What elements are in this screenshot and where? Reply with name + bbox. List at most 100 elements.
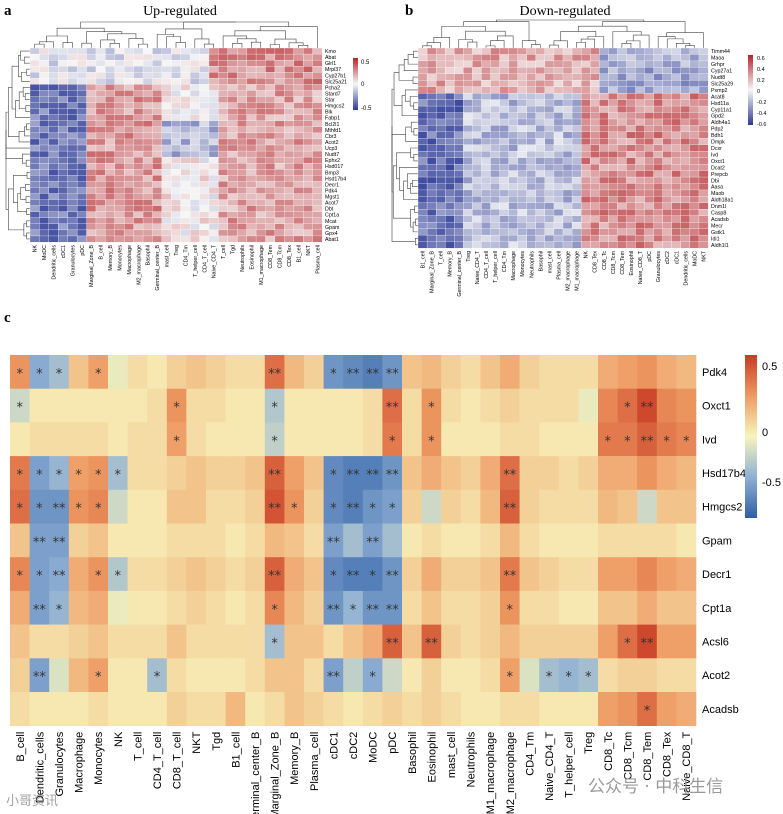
- heatmap-cell: [454, 86, 464, 94]
- heatmap-cell: [49, 489, 70, 524]
- heatmap-cell: [142, 120, 153, 128]
- heatmap-cell: [95, 163, 106, 170]
- heatmap-cell: [124, 229, 134, 237]
- heatmap-cell: [189, 114, 200, 122]
- heatmap-cell: [626, 189, 636, 197]
- heatmap-cell: [58, 72, 69, 79]
- heatmap-cell: [635, 222, 645, 229]
- heatmap-cell: [227, 144, 238, 152]
- heatmap-cell: [441, 624, 462, 659]
- heatmap-cell: [284, 388, 305, 423]
- heatmap-cell: [662, 196, 673, 204]
- row-label: Kmo: [325, 49, 336, 55]
- dendrogram-branch: [405, 126, 418, 142]
- heatmap-cell: [88, 557, 109, 592]
- dendrogram-branch: [412, 76, 418, 84]
- row-label: Pcha2: [325, 85, 340, 91]
- row-label: Dmpk: [711, 140, 725, 146]
- heatmap-cell: [293, 223, 304, 231]
- heatmap-cell: [142, 72, 153, 79]
- heatmap-cell: [590, 151, 600, 159]
- heatmap-cell: [166, 422, 187, 457]
- panel-b-gene-labels: Timm44MaoaGrhprCyp27a1Nudt8Slc25a29Pxmp2…: [711, 49, 733, 249]
- heatmap-cell: [590, 86, 600, 94]
- heatmap-cell: [114, 205, 125, 213]
- row-label: Dcat2: [711, 165, 725, 171]
- heatmap-cell: [76, 126, 87, 134]
- heatmap-cell: [689, 202, 700, 210]
- heatmap-cell: [152, 120, 163, 128]
- heatmap-cell: [303, 66, 313, 73]
- heatmap-cell: [590, 222, 600, 229]
- heatmap-cell: [67, 229, 78, 237]
- dendrogram-branch: [413, 102, 418, 110]
- heatmap-cell: [127, 456, 148, 491]
- heatmap-cell: [517, 105, 528, 113]
- heatmap-cell: [417, 60, 428, 68]
- heatmap-cell: [189, 187, 200, 194]
- heatmap-cell: [29, 193, 40, 200]
- heatmap-cell: [180, 78, 191, 85]
- heatmap-cell: [225, 523, 246, 558]
- heatmap-cell: [166, 557, 187, 592]
- heatmap-cell: [578, 590, 599, 625]
- heatmap-cell: [206, 557, 226, 592]
- heatmap-cell: [535, 112, 546, 120]
- heatmap-cell: [48, 72, 59, 79]
- heatmap-cell: [653, 183, 664, 191]
- heatmap-cell: [517, 189, 528, 197]
- heatmap-cell: [293, 96, 304, 103]
- heatmap-cell: [499, 189, 509, 197]
- heatmap-cell: [218, 199, 229, 206]
- heatmap-cell: [544, 86, 555, 94]
- heatmap-cell: [454, 157, 464, 165]
- heatmap-cell: [124, 138, 134, 146]
- heatmap-cell: [499, 170, 509, 178]
- heatmap-cell: [293, 229, 304, 237]
- significance-mark: *: [17, 367, 24, 382]
- heatmap-cell: [161, 66, 172, 73]
- heatmap-cell: [635, 47, 645, 55]
- heatmap-cell: [303, 211, 313, 219]
- heatmap-cell: [127, 557, 148, 592]
- dendrogram-branch: [422, 45, 432, 48]
- heatmap-cell: [535, 228, 546, 236]
- heatmap-cell: [218, 175, 229, 182]
- heatmap-cell: [526, 241, 537, 249]
- heatmap-cell: [508, 118, 519, 126]
- heatmap-cell: [499, 112, 509, 120]
- heatmap-cell: [284, 557, 305, 592]
- heatmap-cell: [114, 114, 125, 122]
- heatmap-cell: [417, 93, 428, 100]
- heatmap-cell: [635, 125, 645, 133]
- significance-mark: *: [36, 468, 43, 483]
- dendrogram-branch: [441, 25, 486, 38]
- heatmap-cell: [460, 692, 481, 726]
- heatmap-cell: [553, 189, 564, 197]
- heatmap-cell: [29, 205, 40, 213]
- heatmap-cell: [246, 187, 257, 194]
- significance-mark: **: [347, 468, 361, 483]
- heatmap-cell: [208, 163, 219, 170]
- heatmap-cell: [108, 692, 128, 726]
- heatmap-cell: [417, 189, 428, 197]
- dendrogram-branch: [269, 44, 280, 48]
- heatmap-cell: [114, 156, 125, 164]
- heatmap-cell: [417, 125, 428, 133]
- heatmap-cell: [635, 73, 645, 81]
- heatmap-cell: [519, 456, 540, 491]
- heatmap-cell: [535, 196, 546, 204]
- heatmap-cell: [265, 108, 276, 116]
- heatmap-cell: [303, 132, 313, 140]
- colorbar-tick: 0.4: [757, 67, 765, 73]
- heatmap-cell: [617, 118, 627, 126]
- heatmap-cell: [454, 176, 464, 184]
- heatmap-cell: [689, 86, 700, 94]
- heatmap-cell: [114, 59, 125, 67]
- heatmap-cell: [246, 108, 257, 116]
- heatmap-cell: [29, 523, 50, 558]
- heatmap-cell: [189, 144, 200, 152]
- heatmap-cell: [472, 112, 482, 120]
- heatmap-cell: [680, 222, 691, 229]
- heatmap-cell: [499, 73, 509, 81]
